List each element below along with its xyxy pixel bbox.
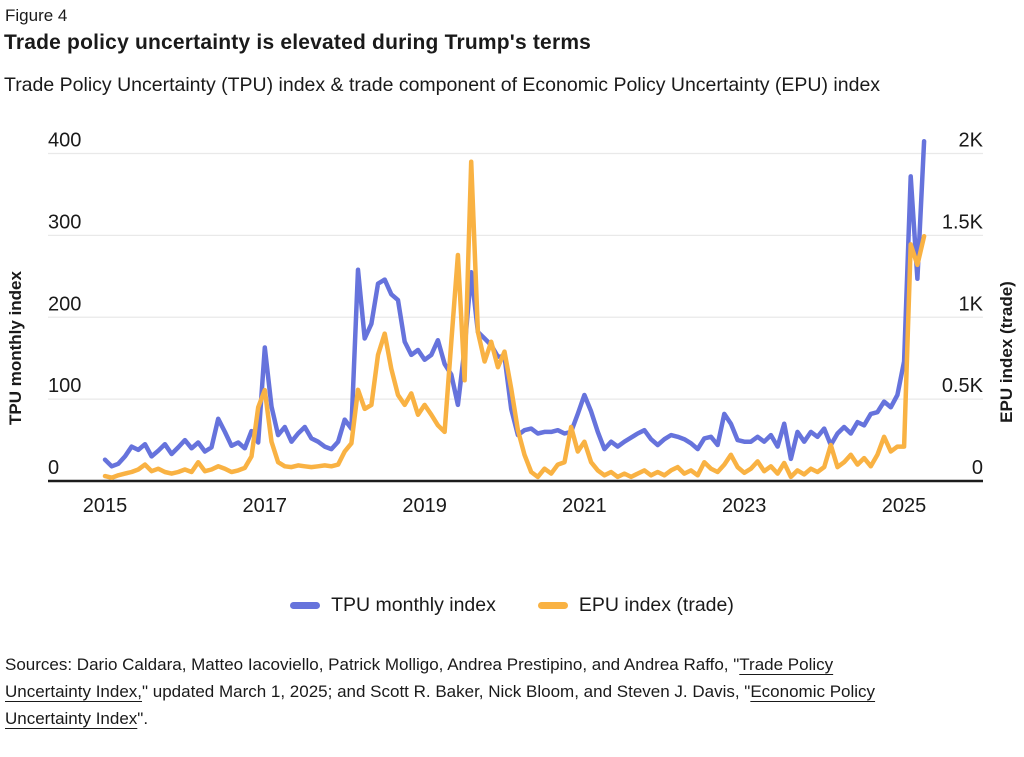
y-tick-label-left: 300 bbox=[48, 211, 81, 233]
epu-color-swatch-icon bbox=[537, 602, 568, 609]
sources-part3: ". bbox=[137, 709, 149, 728]
tpu-color-swatch-icon bbox=[290, 602, 321, 609]
y-tick-label-left: 200 bbox=[48, 293, 81, 315]
source-link-tpu-line1[interactable]: Trade Policy bbox=[739, 655, 834, 674]
x-tick-label: 2021 bbox=[562, 495, 607, 517]
legend-label-tpu: TPU monthly index bbox=[331, 594, 496, 616]
sources-text: Sources: Dario Caldara, Matteo Iacoviell… bbox=[5, 651, 1017, 732]
y-tick-label-left: 0 bbox=[48, 457, 59, 479]
legend-label-epu: EPU index (trade) bbox=[578, 594, 734, 616]
y-tick-label-right: 0.5K bbox=[942, 375, 984, 397]
source-link-tpu-line2[interactable]: Uncertainty Index, bbox=[5, 682, 143, 701]
legend: TPU monthly index EPU index (trade) bbox=[0, 594, 1024, 617]
sources-part1: Sources: Dario Caldara, Matteo Iacoviell… bbox=[5, 655, 740, 674]
y-tick-label-left: 400 bbox=[48, 130, 81, 152]
chart-title: Trade policy uncertainty is elevated dur… bbox=[4, 31, 592, 54]
x-tick-label: 2025 bbox=[882, 495, 927, 517]
y-tick-label-right: 1K bbox=[959, 293, 984, 315]
legend-item-tpu: TPU monthly index bbox=[290, 594, 496, 617]
legend-item-epu: EPU index (trade) bbox=[537, 594, 734, 617]
epu-line bbox=[102, 159, 927, 480]
chart-subtitle: Trade Policy Uncertainty (TPU) index & t… bbox=[4, 74, 881, 96]
x-tick-label: 2015 bbox=[83, 495, 128, 517]
x-tick-label: 2017 bbox=[243, 495, 288, 517]
x-tick-label: 2019 bbox=[402, 495, 447, 517]
y-tick-label-right: 2K bbox=[959, 130, 984, 152]
figure-label: Figure 4 bbox=[5, 6, 68, 25]
y-tick-label-right: 0 bbox=[972, 457, 983, 479]
source-link-epu-line1[interactable]: Economic Policy bbox=[750, 682, 876, 701]
y-axis-title-left: TPU monthly index bbox=[6, 271, 25, 425]
y-axis-title-right: EPU index (trade) bbox=[997, 281, 1016, 423]
sources-part2: " updated March 1, 2025; and Scott R. Ba… bbox=[142, 682, 751, 701]
y-tick-label-right: 1.5K bbox=[942, 211, 984, 233]
x-tick-label: 2023 bbox=[722, 495, 767, 517]
source-link-epu-line2[interactable]: Uncertainty Index bbox=[5, 709, 138, 728]
y-tick-label-left: 100 bbox=[48, 375, 81, 397]
